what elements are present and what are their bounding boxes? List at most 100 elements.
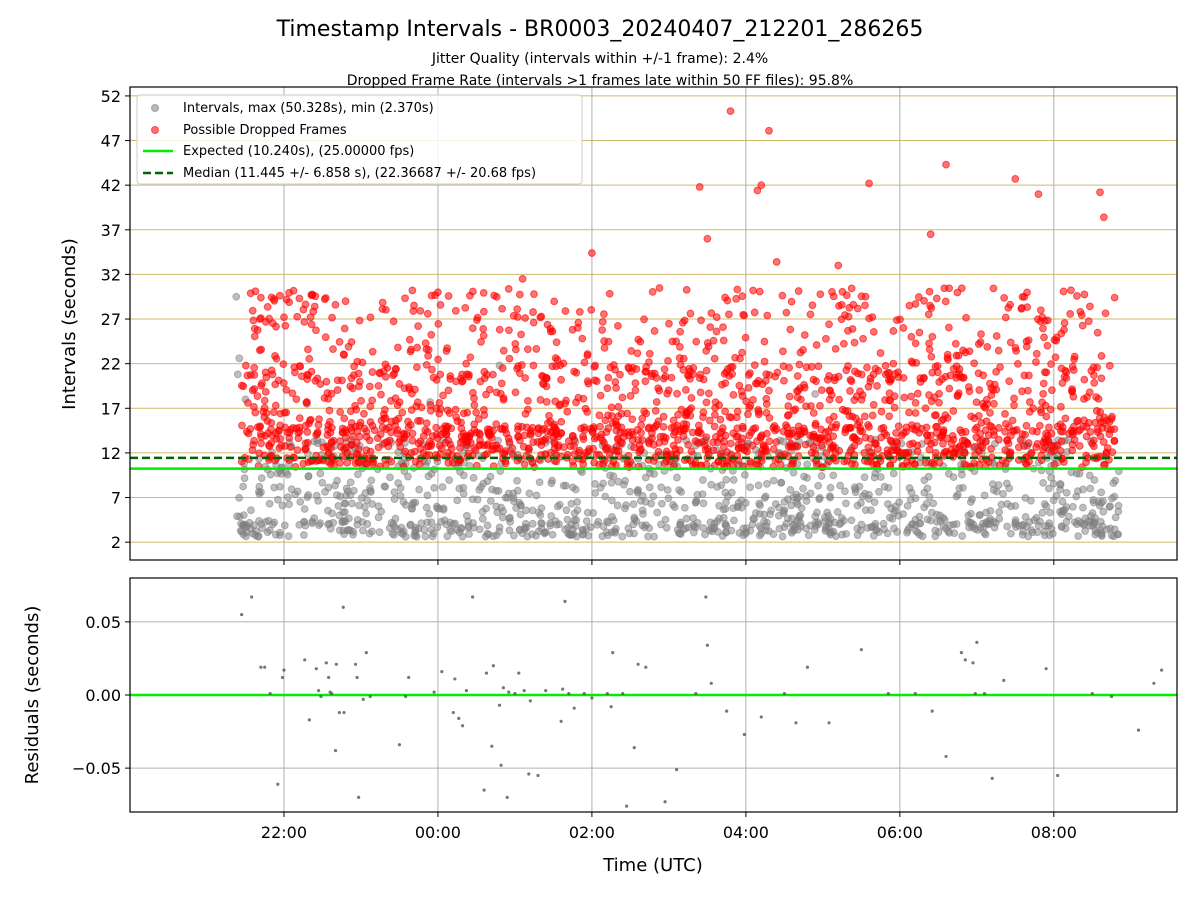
interval-point [1075, 469, 1084, 478]
interval-point [280, 521, 289, 530]
interval-point [837, 513, 846, 522]
dropped-frame-point [1108, 412, 1116, 421]
dropped-frame-point [1045, 423, 1053, 432]
interval-point [257, 474, 266, 482]
dropped-frame-point [360, 424, 369, 433]
dropped-frame-point [940, 448, 949, 457]
interval-point [1045, 484, 1053, 493]
interval-point [1003, 522, 1012, 531]
residual-point [484, 671, 489, 675]
interval-point [375, 528, 384, 537]
residuals-y-axis-label: Residuals (seconds) [22, 606, 43, 785]
dropped-frame-point [649, 440, 658, 449]
dropped-frame-point [1050, 460, 1059, 469]
dropped-frame-point [1062, 374, 1071, 383]
interval-point [497, 503, 506, 512]
dropped-frame-point [809, 375, 818, 384]
dropped-frame-point [588, 249, 596, 257]
interval-point [368, 500, 377, 508]
dropped-frame-point [293, 312, 302, 321]
legend-marker-intervals [151, 104, 159, 112]
interval-point [264, 516, 273, 525]
dropped-frame-point [1070, 436, 1079, 444]
interval-point [411, 523, 420, 532]
dropped-frame-point [1041, 316, 1049, 325]
dropped-frame-point [479, 307, 488, 316]
dropped-frame-point [353, 357, 362, 366]
dropped-frame-point [471, 446, 480, 455]
interval-point [489, 532, 498, 541]
interval-point [263, 528, 272, 537]
interval-point [1079, 485, 1087, 494]
interval-point [468, 495, 477, 504]
dropped-frame-point [686, 309, 695, 318]
interval-point [689, 528, 698, 537]
dropped-frame-point [473, 316, 481, 325]
interval-point [618, 532, 627, 541]
dropped-frame-point [695, 183, 704, 191]
dropped-frame-point [1000, 294, 1009, 302]
dropped-frame-point [360, 409, 368, 418]
residual-point [280, 675, 285, 680]
interval-point [299, 531, 308, 539]
dropped-frame-point [1018, 292, 1027, 301]
interval-point [374, 513, 383, 522]
interval-point [1079, 503, 1087, 512]
interval-point [1062, 488, 1071, 497]
dropped-frame-point [645, 423, 654, 432]
interval-point [563, 515, 572, 524]
dropped-frame-point [809, 409, 818, 417]
dropped-frame-point [956, 373, 965, 381]
interval-point [675, 486, 684, 495]
dropped-frame-point [793, 372, 802, 380]
dropped-frame-point [1040, 368, 1049, 377]
dropped-frame-point [268, 370, 277, 379]
interval-point [235, 354, 244, 363]
dropped-frame-point [624, 428, 632, 437]
dropped-frame-point [990, 431, 998, 439]
dropped-frame-point [885, 412, 894, 421]
dropped-frame-point [882, 431, 891, 440]
dropped-frame-point [772, 258, 781, 266]
dropped-frame-point [676, 327, 685, 336]
dropped-frame-point [857, 395, 866, 404]
dropped-frame-point [423, 309, 432, 318]
dropped-frame-point [885, 389, 894, 398]
dropped-frame-point [864, 420, 872, 429]
interval-point [478, 514, 487, 523]
dropped-frame-point [707, 309, 716, 318]
residual-point [709, 681, 713, 685]
dropped-frame-point [1004, 303, 1013, 312]
dropped-frame-point [702, 347, 711, 355]
dropped-frame-point [941, 297, 950, 306]
dropped-frame-point [568, 432, 577, 441]
dropped-frame-point [328, 313, 336, 322]
dropped-frame-point [1039, 324, 1047, 333]
interval-point [446, 525, 455, 534]
interval-point [1045, 519, 1054, 528]
interval-point [314, 521, 323, 530]
dropped-frame-point [900, 393, 909, 402]
interval-point [887, 504, 895, 513]
interval-point [799, 484, 807, 493]
dropped-frame-point [784, 410, 793, 419]
dropped-frame-point [389, 371, 398, 380]
dropped-frame-point [802, 363, 811, 372]
interval-point [780, 497, 789, 506]
interval-point [440, 516, 449, 525]
dropped-frame-point [750, 308, 759, 317]
dropped-frame-point [285, 434, 294, 442]
intervals-y-axis-label: Intervals (seconds) [59, 238, 80, 410]
dropped-frame-point [772, 438, 781, 446]
dropped-frame-point [514, 422, 523, 431]
dropped-frame-point [704, 389, 713, 398]
interval-point [445, 476, 454, 485]
dropped-frame-point [975, 460, 984, 469]
dropped-frame-point [935, 389, 943, 398]
dropped-frame-point [310, 302, 319, 311]
dropped-frame-point [614, 402, 623, 411]
legend-label-dropped: Possible Dropped Frames [183, 123, 347, 138]
dropped-frame-point [1026, 449, 1035, 458]
dropped-frame-point [436, 301, 445, 309]
dropped-frame-point [807, 402, 815, 410]
